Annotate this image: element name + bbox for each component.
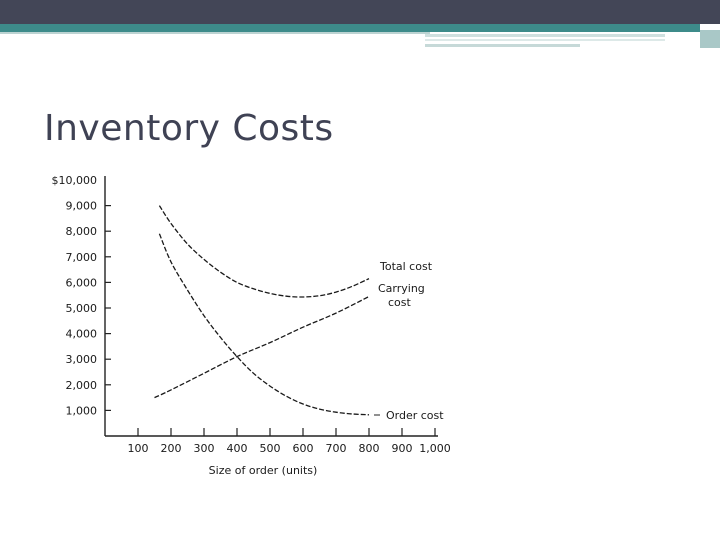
slide-title: Inventory Costs xyxy=(44,108,334,149)
x-axis-label: Size of order (units) xyxy=(209,464,318,477)
x-tick-label-0: 100 xyxy=(128,442,149,455)
x-tick-label-8: 900 xyxy=(392,442,413,455)
x-tick-label-1: 200 xyxy=(161,442,182,455)
label-carrying-cost: cost xyxy=(388,296,412,309)
y-tick-label-4: 5,000 xyxy=(66,302,98,315)
top-band xyxy=(0,0,720,24)
x-tick-label-2: 300 xyxy=(194,442,215,455)
y-tick-label-0: 1,000 xyxy=(66,404,98,417)
series-total-cost xyxy=(158,205,370,298)
x-tick-label-4: 500 xyxy=(260,442,281,455)
label-order-cost: Order cost xyxy=(386,409,444,422)
y-tick-label-9: $10,000 xyxy=(52,174,98,187)
y-tick-label-7: 8,000 xyxy=(66,225,98,238)
x-tick-label-9: 1,000 xyxy=(419,442,451,455)
accent-stripe xyxy=(0,24,700,32)
chart-axes xyxy=(104,176,438,437)
series-order-cost xyxy=(158,233,370,416)
x-tick-label-6: 700 xyxy=(326,442,347,455)
accent-line-3 xyxy=(425,39,665,41)
y-tick-label-8: 9,000 xyxy=(66,200,98,213)
chart-labels: Size of order (units) Total cost Carryingc… xyxy=(209,260,445,477)
accent-line-4 xyxy=(425,44,580,47)
accent-corner xyxy=(700,30,720,48)
label-total-cost: Total cost xyxy=(379,260,433,273)
series-carrying-cost xyxy=(154,295,370,399)
y-tick-label-2: 3,000 xyxy=(66,353,98,366)
accent-lines xyxy=(0,30,720,48)
x-tick-label-3: 400 xyxy=(227,442,248,455)
y-tick-label-3: 4,000 xyxy=(66,328,98,341)
accent-line-1 xyxy=(0,32,430,34)
y-tick-label-1: 2,000 xyxy=(66,379,98,392)
x-tick-label-7: 800 xyxy=(359,442,380,455)
y-tick-label-5: 6,000 xyxy=(66,276,98,289)
x-tick-label-5: 600 xyxy=(293,442,314,455)
label-carrying: Carrying xyxy=(378,282,425,295)
chart-ticks: 1,000 2,000 3,000 4,000 5,000 6,000 7,000 8,000… xyxy=(52,174,451,455)
accent-line-2 xyxy=(425,34,665,37)
chart-series xyxy=(154,205,370,416)
y-tick-label-6: 7,000 xyxy=(66,251,98,264)
